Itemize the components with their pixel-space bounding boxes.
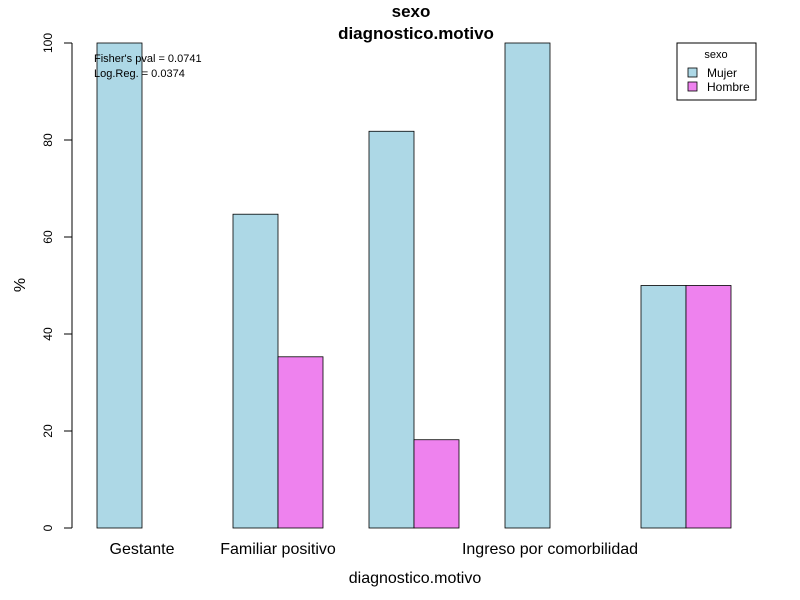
legend-title: sexo bbox=[704, 49, 727, 61]
bars bbox=[96, 42, 732, 529]
bar-mujer-1 bbox=[232, 213, 279, 529]
legend: sexo Mujer Hombre bbox=[676, 42, 757, 101]
y-tick-label: 80 bbox=[41, 133, 55, 147]
x-category-label: Gestante bbox=[110, 541, 175, 558]
bar-mujer-3 bbox=[504, 42, 551, 529]
y-tick-label: 40 bbox=[41, 327, 55, 341]
category-labels: Gestante Familiar positivo Ingreso por com… bbox=[110, 541, 639, 558]
fisher-pval-annotation: Fisher's pval = 0.0741 bbox=[94, 53, 202, 65]
logreg-annotation: Log.Reg. = 0.0374 bbox=[94, 68, 185, 80]
y-tick-label: 100 bbox=[41, 33, 55, 53]
bar-hombre-4 bbox=[685, 285, 732, 529]
legend-swatch-hombre bbox=[687, 81, 698, 92]
x-category-label: Familiar positivo bbox=[220, 541, 336, 558]
bar-hombre-1 bbox=[277, 356, 324, 529]
legend-swatch-mujer bbox=[687, 67, 698, 78]
bar-mujer-4 bbox=[640, 285, 687, 529]
x-category-label: Ingreso por comorbilidad bbox=[462, 541, 638, 558]
bar-mujer-0 bbox=[96, 42, 143, 529]
legend-label-mujer: Mujer bbox=[707, 66, 737, 80]
x-axis-label: diagnostico.motivo bbox=[349, 570, 482, 587]
y-tick-label: 60 bbox=[41, 230, 55, 244]
y-tick-label: 0 bbox=[41, 524, 55, 531]
legend-label-hombre: Hombre bbox=[707, 80, 750, 94]
chart-subtitle: diagnostico.motivo bbox=[338, 24, 494, 43]
y-tick-label: 20 bbox=[41, 424, 55, 438]
y-axis: 0 20 40 60 80 100 bbox=[41, 33, 73, 531]
chart-title: sexo bbox=[392, 2, 431, 21]
bar-mujer-2 bbox=[368, 130, 415, 529]
bar-hombre-2 bbox=[413, 439, 460, 529]
y-axis-label: % bbox=[12, 278, 29, 292]
